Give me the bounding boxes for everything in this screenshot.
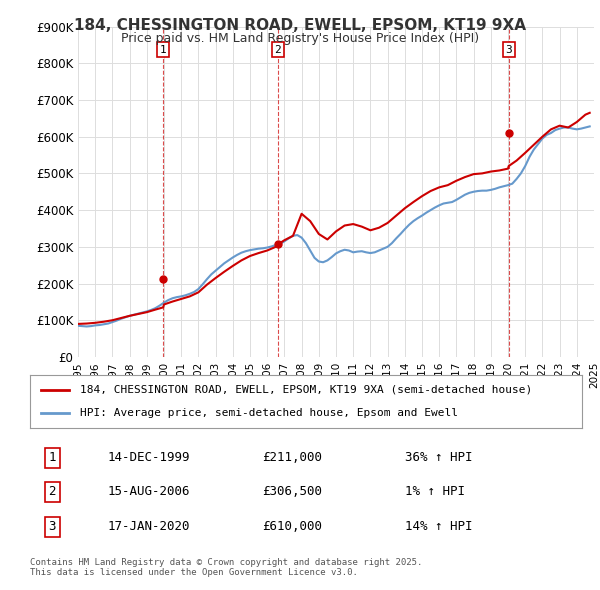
Text: 15-AUG-2006: 15-AUG-2006 — [107, 486, 190, 499]
Text: 1: 1 — [49, 451, 56, 464]
Text: 1% ↑ HPI: 1% ↑ HPI — [406, 486, 466, 499]
Text: 14-DEC-1999: 14-DEC-1999 — [107, 451, 190, 464]
Text: 184, CHESSINGTON ROAD, EWELL, EPSOM, KT19 9XA: 184, CHESSINGTON ROAD, EWELL, EPSOM, KT1… — [74, 18, 526, 32]
Text: Contains HM Land Registry data © Crown copyright and database right 2025.
This d: Contains HM Land Registry data © Crown c… — [30, 558, 422, 577]
Text: 17-JAN-2020: 17-JAN-2020 — [107, 520, 190, 533]
Text: 14% ↑ HPI: 14% ↑ HPI — [406, 520, 473, 533]
Text: £211,000: £211,000 — [262, 451, 322, 464]
Text: 2: 2 — [274, 45, 281, 55]
Text: 36% ↑ HPI: 36% ↑ HPI — [406, 451, 473, 464]
Text: 184, CHESSINGTON ROAD, EWELL, EPSOM, KT19 9XA (semi-detached house): 184, CHESSINGTON ROAD, EWELL, EPSOM, KT1… — [80, 385, 532, 395]
Text: 2: 2 — [49, 486, 56, 499]
Text: 3: 3 — [505, 45, 512, 55]
Text: £610,000: £610,000 — [262, 520, 322, 533]
Text: Price paid vs. HM Land Registry's House Price Index (HPI): Price paid vs. HM Land Registry's House … — [121, 32, 479, 45]
Text: 3: 3 — [49, 520, 56, 533]
Text: HPI: Average price, semi-detached house, Epsom and Ewell: HPI: Average price, semi-detached house,… — [80, 408, 458, 418]
Text: £306,500: £306,500 — [262, 486, 322, 499]
Text: 1: 1 — [160, 45, 167, 55]
